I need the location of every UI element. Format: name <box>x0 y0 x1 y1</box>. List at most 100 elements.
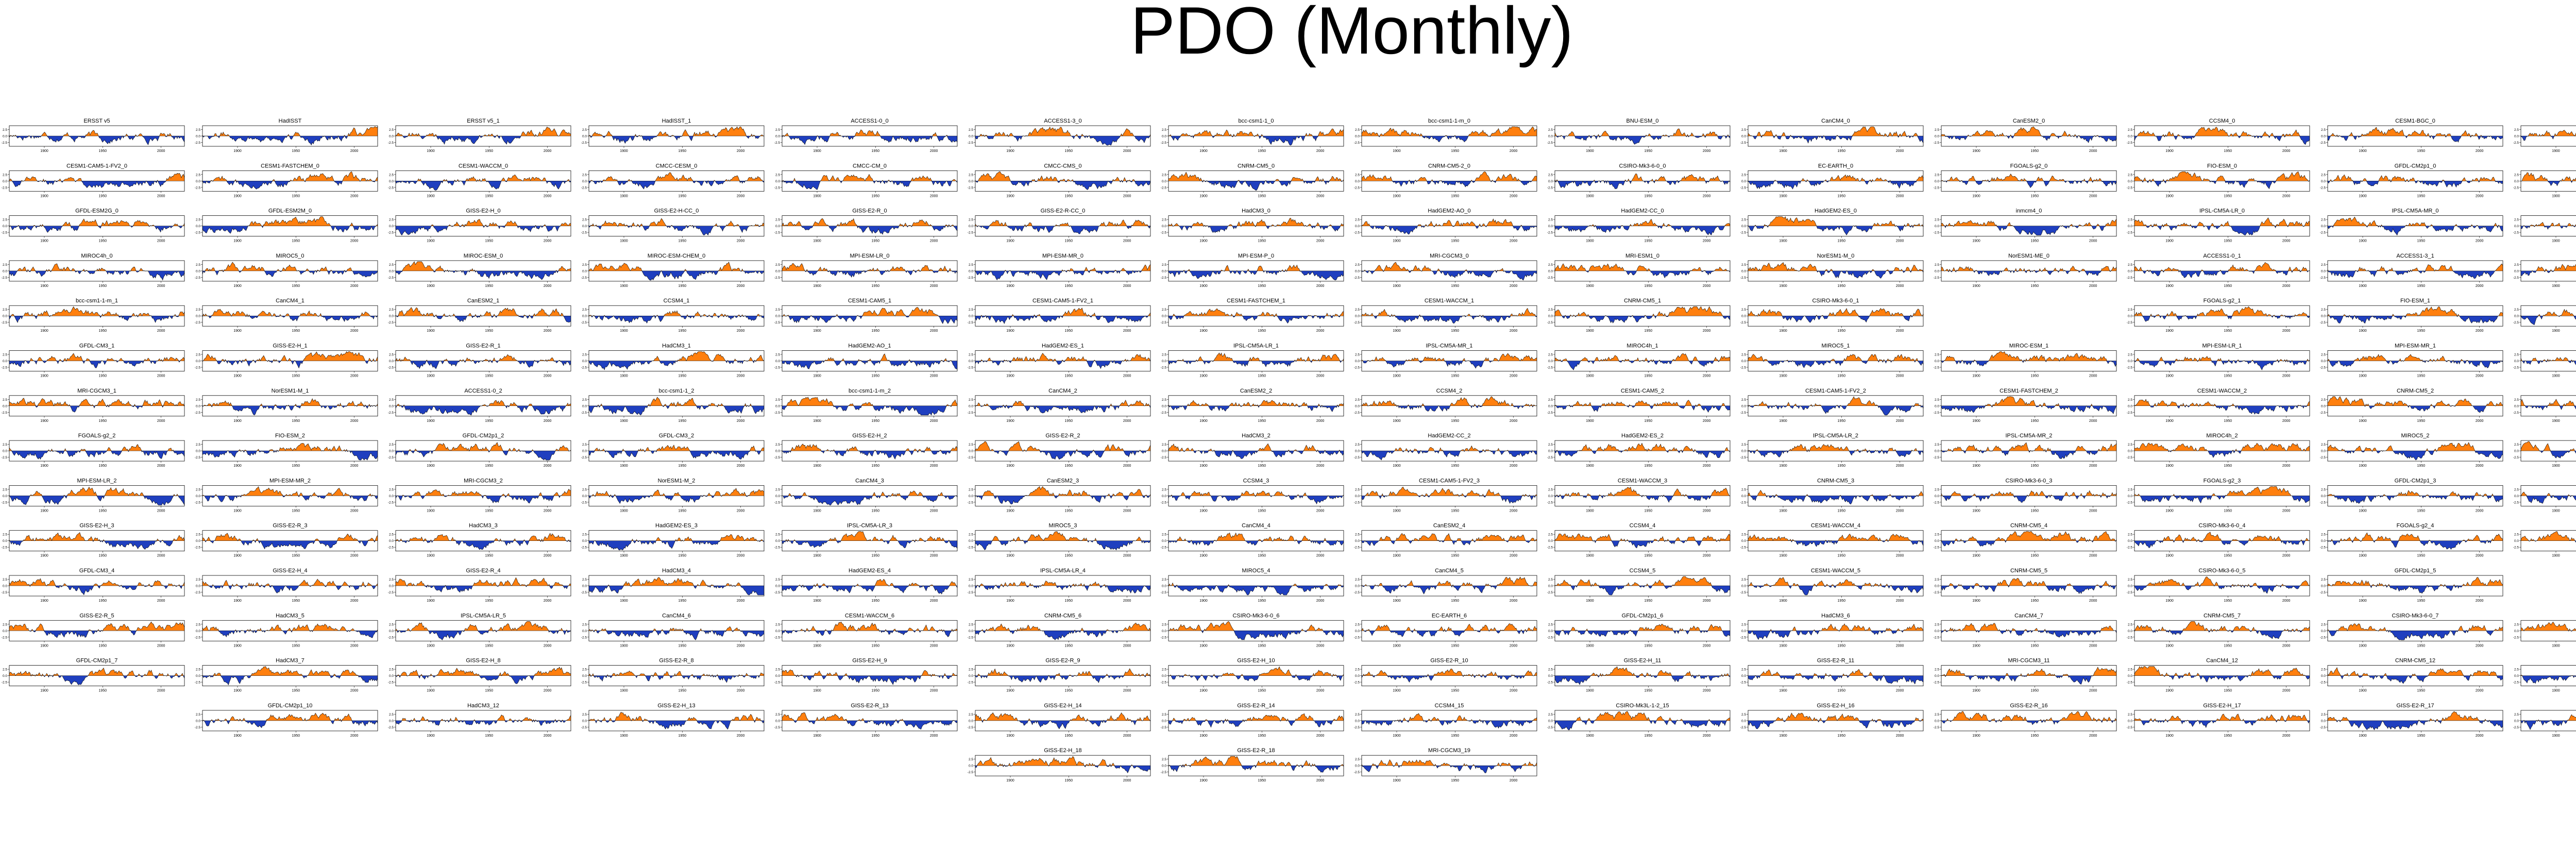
y-tick-label: 2.5 <box>1741 443 1746 447</box>
negative-area <box>1941 405 2116 414</box>
x-tick-label: 2000 <box>157 509 165 513</box>
y-tick-label: -2.5 <box>2127 366 2133 370</box>
positive-area <box>2521 531 2576 541</box>
x-tick-label: 1950 <box>485 599 494 603</box>
x-tick-label: 1900 <box>620 689 628 693</box>
y-tick-label: 2.5 <box>2128 533 2132 537</box>
y-tick-label: 0.0 <box>1162 630 1166 633</box>
negative-area <box>975 181 1150 190</box>
series-line <box>975 264 1151 281</box>
panel-title: CanESM2_2 <box>1240 388 1272 394</box>
series-line <box>1361 576 1537 594</box>
y-tick-label: -2.5 <box>1161 366 1167 370</box>
x-tick-label: 2000 <box>2282 554 2291 558</box>
y-tick-label: 2.5 <box>969 308 973 312</box>
panel-title: CNRM-CM5_5 <box>2010 568 2047 574</box>
x-tick-label: 2000 <box>1316 599 1325 603</box>
x-tick-label: 1950 <box>1065 464 1073 468</box>
series-line <box>9 621 185 638</box>
series-line <box>1554 576 1731 596</box>
x-tick-label: 2000 <box>1703 734 1711 738</box>
series-line <box>2520 264 2576 276</box>
y-tick-label: 2.5 <box>2321 443 2326 447</box>
y-tick-label: 0.0 <box>1741 674 1746 678</box>
negative-area <box>9 675 184 685</box>
x-tick-label: 1950 <box>872 284 880 288</box>
y-tick-label: 2.5 <box>582 713 587 717</box>
x-tick-label: 1900 <box>233 734 242 738</box>
panel-title: GISS-E2-H_1 <box>273 343 307 349</box>
x-tick-label: 1900 <box>1199 284 1208 288</box>
y-tick-label: 0.0 <box>1355 495 1360 498</box>
y-tick-label: 2.5 <box>389 443 394 447</box>
positive-area <box>2521 172 2576 181</box>
x-tick-label: 2000 <box>1123 779 1131 783</box>
y-tick-label: 2.5 <box>1741 308 1746 312</box>
x-tick-label: 1900 <box>2359 599 2367 603</box>
x-tick-label: 1900 <box>1199 509 1208 513</box>
negative-area <box>975 405 1150 413</box>
y-tick-label: 0.0 <box>2321 180 2326 183</box>
positive-area <box>202 533 378 541</box>
y-tick-label: 0.0 <box>389 135 394 139</box>
y-tick-label: -2.5 <box>1547 726 1553 729</box>
x-tick-label: 1900 <box>1779 509 1787 513</box>
x-tick-label: 1950 <box>872 375 880 378</box>
panel-title: GISS-E2-H_14 <box>1044 703 1081 709</box>
panel-title: HadCM3_1 <box>662 343 691 349</box>
y-tick-label: 0.0 <box>2128 180 2132 183</box>
x-tick-label: 1950 <box>2224 554 2232 558</box>
y-tick-label: -2.5 <box>2 546 8 550</box>
negative-area <box>396 405 571 415</box>
y-tick-label: -2.5 <box>1934 411 1940 415</box>
y-tick-label: 0.0 <box>2321 360 2326 363</box>
y-tick-label: 2.5 <box>775 623 780 626</box>
x-tick-label: 1950 <box>2417 419 2426 423</box>
series-line <box>2520 399 2576 411</box>
x-tick-label: 2000 <box>544 689 552 693</box>
x-tick-label: 2000 <box>1316 194 1325 198</box>
x-tick-label: 2000 <box>2282 419 2291 423</box>
x-tick-label: 1900 <box>233 240 242 243</box>
x-tick-label: 2000 <box>1123 509 1131 513</box>
panel-title: GISS-E2-H_9 <box>852 658 887 664</box>
y-tick-label: -2.5 <box>2 276 8 280</box>
x-tick-label: 1950 <box>2031 284 2039 288</box>
x-tick-label: 2000 <box>737 509 745 513</box>
y-tick-label: 0.0 <box>196 539 200 543</box>
y-tick-label: -2.5 <box>774 591 781 594</box>
series-line <box>9 444 185 460</box>
y-tick-label: -2.5 <box>195 411 201 415</box>
y-tick-label: 0.0 <box>582 360 587 363</box>
y-tick-label: 0.0 <box>775 269 780 273</box>
positive-area <box>975 264 1150 271</box>
positive-area <box>782 263 957 271</box>
series-line <box>782 129 958 145</box>
x-tick-label: 2000 <box>930 375 938 378</box>
panel-title: FIO-ESM_1 <box>2400 298 2430 304</box>
positive-area <box>2521 264 2576 271</box>
y-tick-label: 2.5 <box>775 218 780 222</box>
x-tick-label: 1950 <box>1838 599 1846 603</box>
y-tick-label: 0.0 <box>1935 360 1939 363</box>
negative-area <box>589 405 764 415</box>
y-tick-label: 0.0 <box>2514 135 2519 139</box>
y-tick-label: -2.5 <box>968 636 974 639</box>
negative-area <box>9 405 184 413</box>
series-line <box>1168 490 1344 505</box>
panel-title: IPSL-CM5A-LR_3 <box>847 523 892 529</box>
series-line <box>1554 263 1731 279</box>
x-tick-label: 2000 <box>1510 240 1518 243</box>
negative-area <box>1555 181 1730 189</box>
x-tick-label: 1950 <box>1838 194 1846 198</box>
panel-title: CESM1-CAM5-1-FV2_1 <box>1032 298 1093 304</box>
